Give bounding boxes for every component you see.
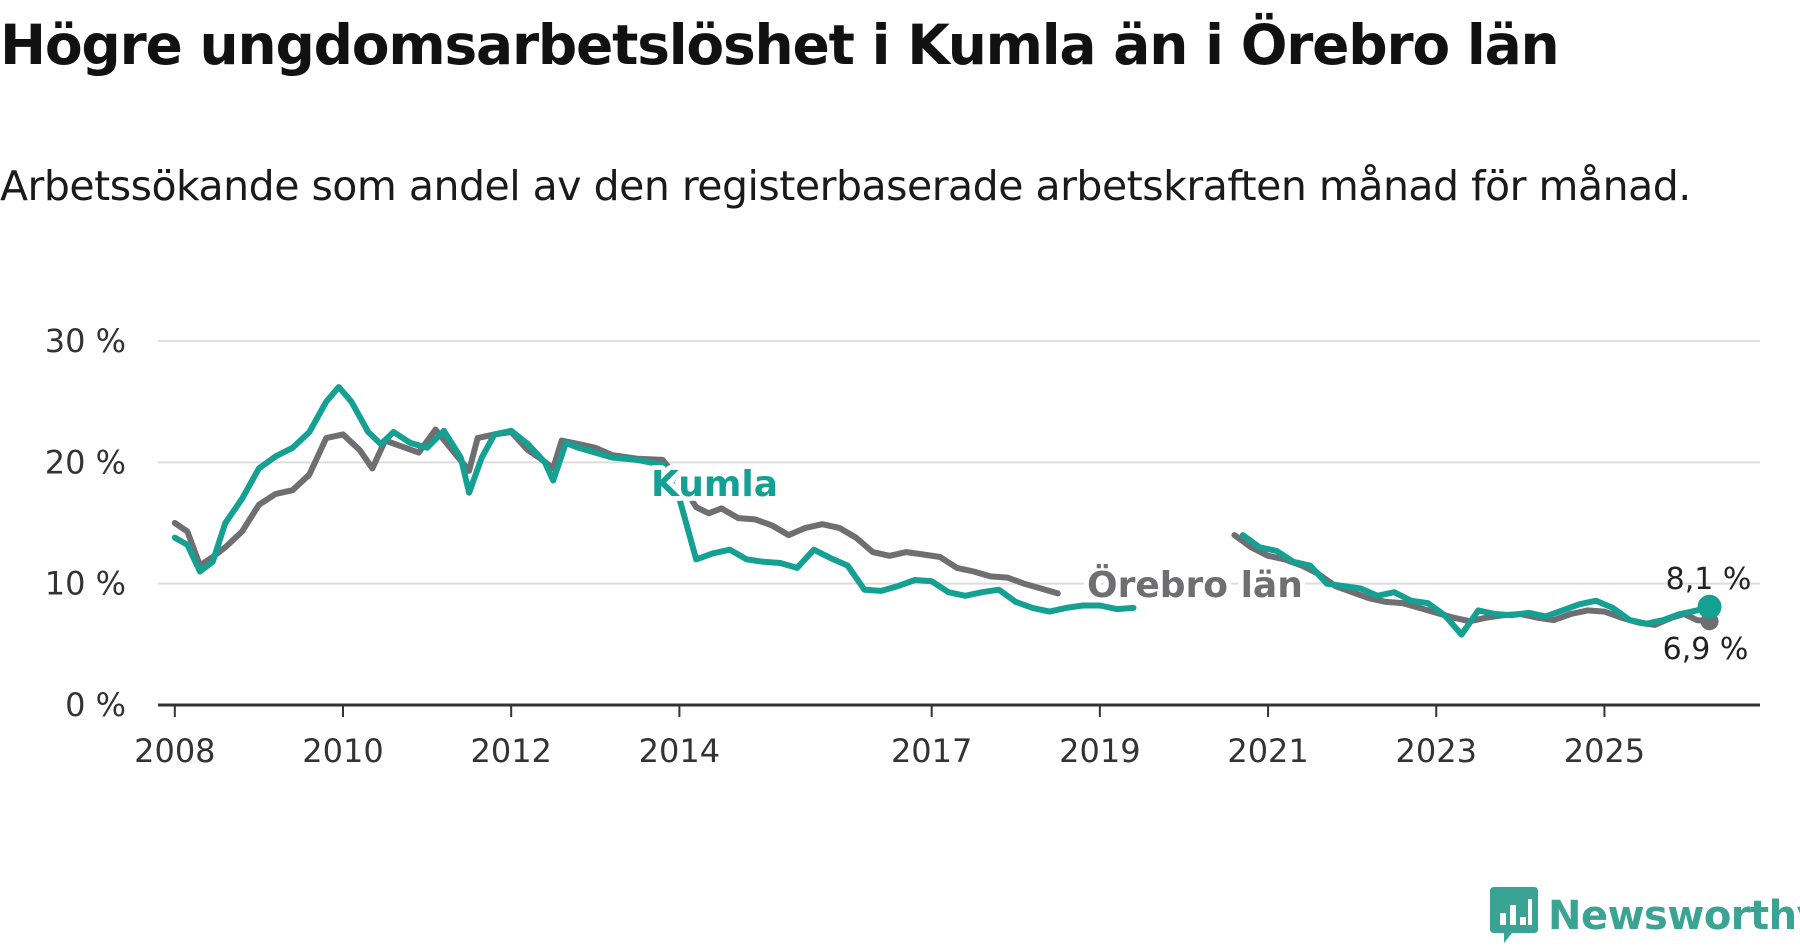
- x-tick-label: 2025: [1564, 732, 1645, 770]
- series-lines: [171, 384, 1713, 638]
- x-tick-label: 2014: [639, 732, 720, 770]
- newsworthy-brand-name: Newsworthy: [1548, 893, 1800, 939]
- chart-subtitle: Arbetssökande som andel av den registerb…: [0, 162, 1691, 210]
- chart-title: Högre ungdomsarbetslöshet i Kumla än i Ö…: [0, 13, 1560, 77]
- x-tick-label: 2017: [891, 732, 972, 770]
- series-line-orebro-lan-part-2: [1231, 532, 1713, 628]
- x-tick-label: 2019: [1059, 732, 1140, 770]
- newsworthy-logo-icon: [1490, 887, 1538, 943]
- series-label-orebro-lan: Örebro län: [1087, 564, 1303, 606]
- y-tick-label: 30 %: [45, 322, 126, 360]
- series-line-kumla-part-1: [171, 384, 1137, 615]
- newsworthy-logo: Newsworthy: [1490, 886, 1800, 946]
- series-label-kumla: Kumla: [651, 464, 778, 505]
- x-tick-label: 2008: [134, 732, 215, 770]
- gridlines: [158, 340, 1760, 585]
- axes: 0 % 10 % 20 % 30 % 2008 2010 2012 2014 2017 2019 2…: [45, 322, 1760, 770]
- series-line-orebro-lan-part-1: [171, 426, 1061, 597]
- labels: Kumla Örebro län 8,1 % 6,9 %: [646, 459, 1752, 667]
- y-tick-label: 10 %: [45, 565, 126, 603]
- series-line-kumla-part-2: [1239, 532, 1713, 638]
- end-label-kumla: 8,1 %: [1666, 562, 1752, 597]
- y-tick-label: 20 %: [45, 443, 126, 481]
- end-label-orebro-lan: 6,9 %: [1663, 632, 1749, 667]
- x-tick-label: 2021: [1227, 732, 1308, 770]
- x-tick-label: 2012: [470, 732, 551, 770]
- x-tick-label: 2023: [1396, 732, 1477, 770]
- x-tick-label: 2010: [302, 732, 383, 770]
- end-point-kumla: [1697, 594, 1722, 619]
- y-tick-label: 0 %: [65, 686, 126, 724]
